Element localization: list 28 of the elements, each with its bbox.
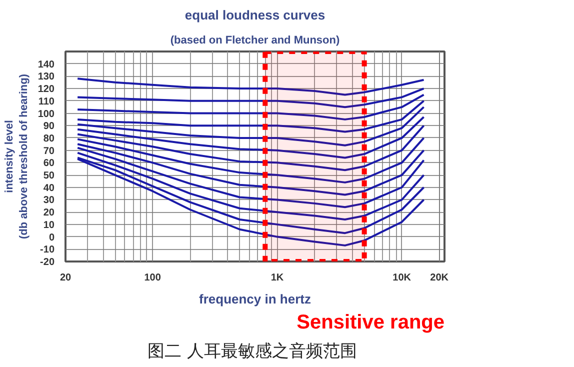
y-tick-label: 20	[43, 208, 55, 219]
chart-title: equal loudness curves	[184, 8, 326, 22]
y-tick-label: 140	[38, 59, 55, 70]
y-tick-label: 50	[43, 170, 55, 182]
x-axis-title: frequency in hertz	[199, 292, 312, 306]
y-tick-label: 10	[43, 220, 55, 231]
y-tick-label: 40	[43, 182, 55, 194]
y-tick-label: 130	[38, 72, 55, 83]
band-label: Sensitive range	[296, 312, 444, 334]
y-tick-label: 70	[43, 146, 55, 157]
y-tick-label: -10	[40, 244, 55, 256]
chart-subtitle: (based on Fletcher and Munson)	[170, 34, 340, 46]
y-tick-label: 80	[43, 133, 55, 144]
y-tick-label: 120	[38, 84, 55, 96]
y-tick-label: 60	[43, 158, 55, 170]
y-tick-label: 90	[43, 121, 55, 132]
y-tick-label: 0	[48, 232, 55, 244]
y-tick-label: 110	[38, 96, 55, 108]
x-tick-label: 1K	[270, 272, 284, 284]
y-tick-label: 100	[38, 108, 55, 120]
x-tick-label: 20	[60, 272, 72, 284]
x-tick-label: 100	[144, 272, 162, 284]
x-tick-label: 10K	[392, 272, 412, 284]
y-axis-title: intensity level (db above threshold of hearing)	[3, 74, 30, 240]
text: 图二 人耳最敏感之音频范围	[148, 342, 357, 362]
y-tick-label: -20	[40, 257, 55, 268]
y-tick-label: 30	[43, 195, 55, 206]
x-tick-label: 20K	[430, 272, 450, 284]
